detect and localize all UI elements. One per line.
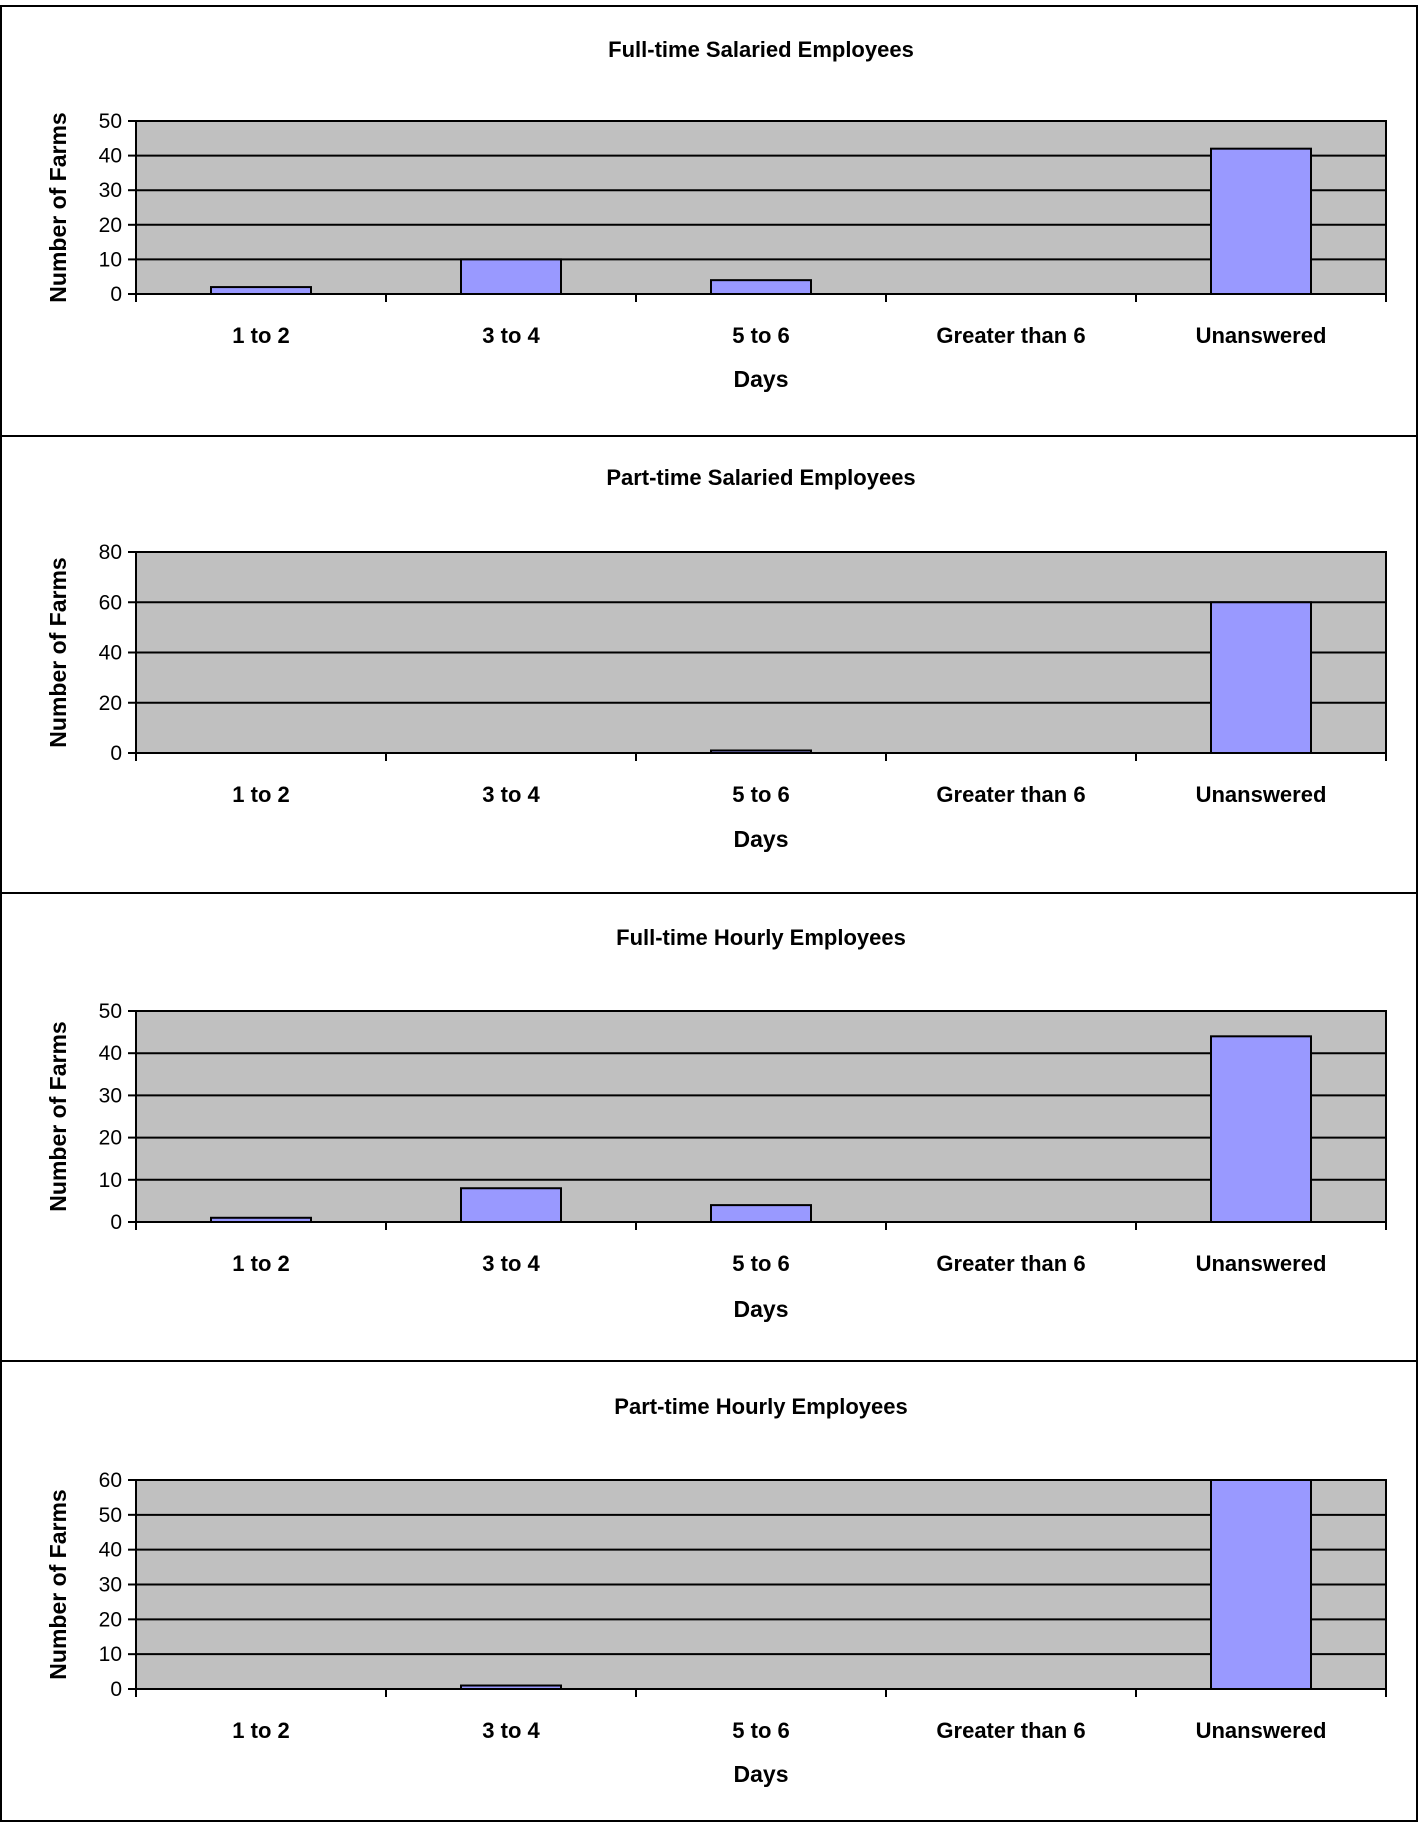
- plot-area: [136, 121, 1386, 294]
- y-tick-label: 50: [99, 1504, 122, 1527]
- y-tick-label: 50: [99, 1000, 122, 1023]
- x-category-label: 5 to 6: [732, 782, 789, 807]
- y-axis-title: Number of Farms: [45, 557, 71, 747]
- y-tick-label: 60: [99, 1469, 122, 1492]
- y-tick-label: 10: [99, 248, 122, 271]
- bar[interactable]: [210, 286, 312, 295]
- bar[interactable]: [460, 258, 562, 295]
- chart-panel: Part-time Salaried Employees 0 20 40 60 80 1 t…: [0, 435, 1418, 894]
- x-axis-title: Days: [734, 366, 789, 392]
- y-tick-label: 0: [110, 283, 122, 306]
- chart-panel: Full-time Hourly Employees 0 10 20 30 40 50 1 t…: [0, 892, 1418, 1362]
- y-tick-label: 30: [99, 179, 122, 202]
- chart-title: Full-time Hourly Employees: [616, 925, 906, 950]
- y-tick-label: 20: [99, 214, 122, 237]
- bar-chart: Full-time Salaried Employees 0 10 20 30 40 50 1…: [45, 37, 1387, 392]
- bar[interactable]: [1210, 147, 1312, 295]
- x-category-label: Unanswered: [1196, 323, 1327, 348]
- x-category-label: 1 to 2: [232, 1718, 289, 1743]
- x-category-label: 5 to 6: [732, 1251, 789, 1276]
- bar[interactable]: [710, 279, 812, 296]
- y-tick-label: 80: [99, 541, 122, 564]
- y-tick-label: 50: [99, 110, 122, 133]
- chart-title: Part-time Salaried Employees: [606, 465, 915, 490]
- bar[interactable]: [1210, 1479, 1312, 1690]
- x-category-label: 1 to 2: [232, 323, 289, 348]
- y-tick-label: 60: [99, 591, 122, 614]
- chart-panel: Full-time Salaried Employees 0 10 20 30 40 50 1…: [0, 5, 1418, 437]
- x-category-label: Unanswered: [1196, 782, 1327, 807]
- x-category-label: 3 to 4: [482, 323, 540, 348]
- y-axis-title: Number of Farms: [45, 1489, 71, 1679]
- chart-title: Full-time Salaried Employees: [608, 37, 914, 62]
- bar-chart: Part-time Salaried Employees 0 20 40 60 80 1 t…: [45, 465, 1387, 852]
- bar-chart: Full-time Hourly Employees 0 10 20 30 40 50 1 t…: [45, 925, 1387, 1322]
- y-tick-label: 0: [110, 1211, 122, 1234]
- x-category-label: Unanswered: [1196, 1251, 1327, 1276]
- y-tick-label: 20: [99, 1608, 122, 1631]
- plot-border: [135, 551, 1387, 754]
- plot-border: [135, 1010, 1387, 1223]
- x-category-label: Greater than 6: [936, 1251, 1085, 1276]
- plot-area: [136, 1011, 1386, 1222]
- chart-title: Part-time Hourly Employees: [614, 1394, 907, 1419]
- x-category-label: 3 to 4: [482, 1251, 540, 1276]
- y-tick-label: 30: [99, 1084, 122, 1107]
- y-tick-label: 20: [99, 692, 122, 715]
- y-tick-label: 40: [99, 642, 122, 665]
- y-tick-label: 40: [99, 145, 122, 168]
- x-axis-title: Days: [734, 1761, 789, 1787]
- x-category-label: 5 to 6: [732, 323, 789, 348]
- x-category-label: Greater than 6: [936, 323, 1085, 348]
- bar[interactable]: [710, 1204, 812, 1223]
- x-category-label: Greater than 6: [936, 782, 1085, 807]
- x-category-label: 1 to 2: [232, 782, 289, 807]
- bar-chart: Part-time Hourly Employees 0 10 20 30 40 50 60 1…: [45, 1394, 1387, 1787]
- plot-border: [135, 120, 1387, 295]
- x-category-label: 3 to 4: [482, 782, 540, 807]
- x-category-label: Unanswered: [1196, 1718, 1327, 1743]
- bar[interactable]: [460, 1187, 562, 1223]
- y-tick-label: 20: [99, 1127, 122, 1150]
- y-tick-label: 30: [99, 1574, 122, 1597]
- y-tick-label: 0: [110, 742, 122, 765]
- bar[interactable]: [1210, 1035, 1312, 1223]
- y-tick-label: 40: [99, 1042, 122, 1065]
- plot-border: [135, 1479, 1387, 1690]
- x-category-label: 3 to 4: [482, 1718, 540, 1743]
- y-tick-label: 10: [99, 1169, 122, 1192]
- y-axis-title: Number of Farms: [45, 112, 71, 302]
- x-axis-title: Days: [734, 1296, 789, 1322]
- chart-panel: Part-time Hourly Employees 0 10 20 30 40 50 60 1…: [0, 1360, 1418, 1822]
- y-tick-label: 0: [110, 1678, 122, 1701]
- x-axis-title: Days: [734, 826, 789, 852]
- x-category-label: 5 to 6: [732, 1718, 789, 1743]
- y-axis-title: Number of Farms: [45, 1021, 71, 1211]
- x-category-label: 1 to 2: [232, 1251, 289, 1276]
- x-category-label: Greater than 6: [936, 1718, 1085, 1743]
- y-tick-label: 10: [99, 1643, 122, 1666]
- bar[interactable]: [1210, 601, 1312, 754]
- y-tick-label: 40: [99, 1539, 122, 1562]
